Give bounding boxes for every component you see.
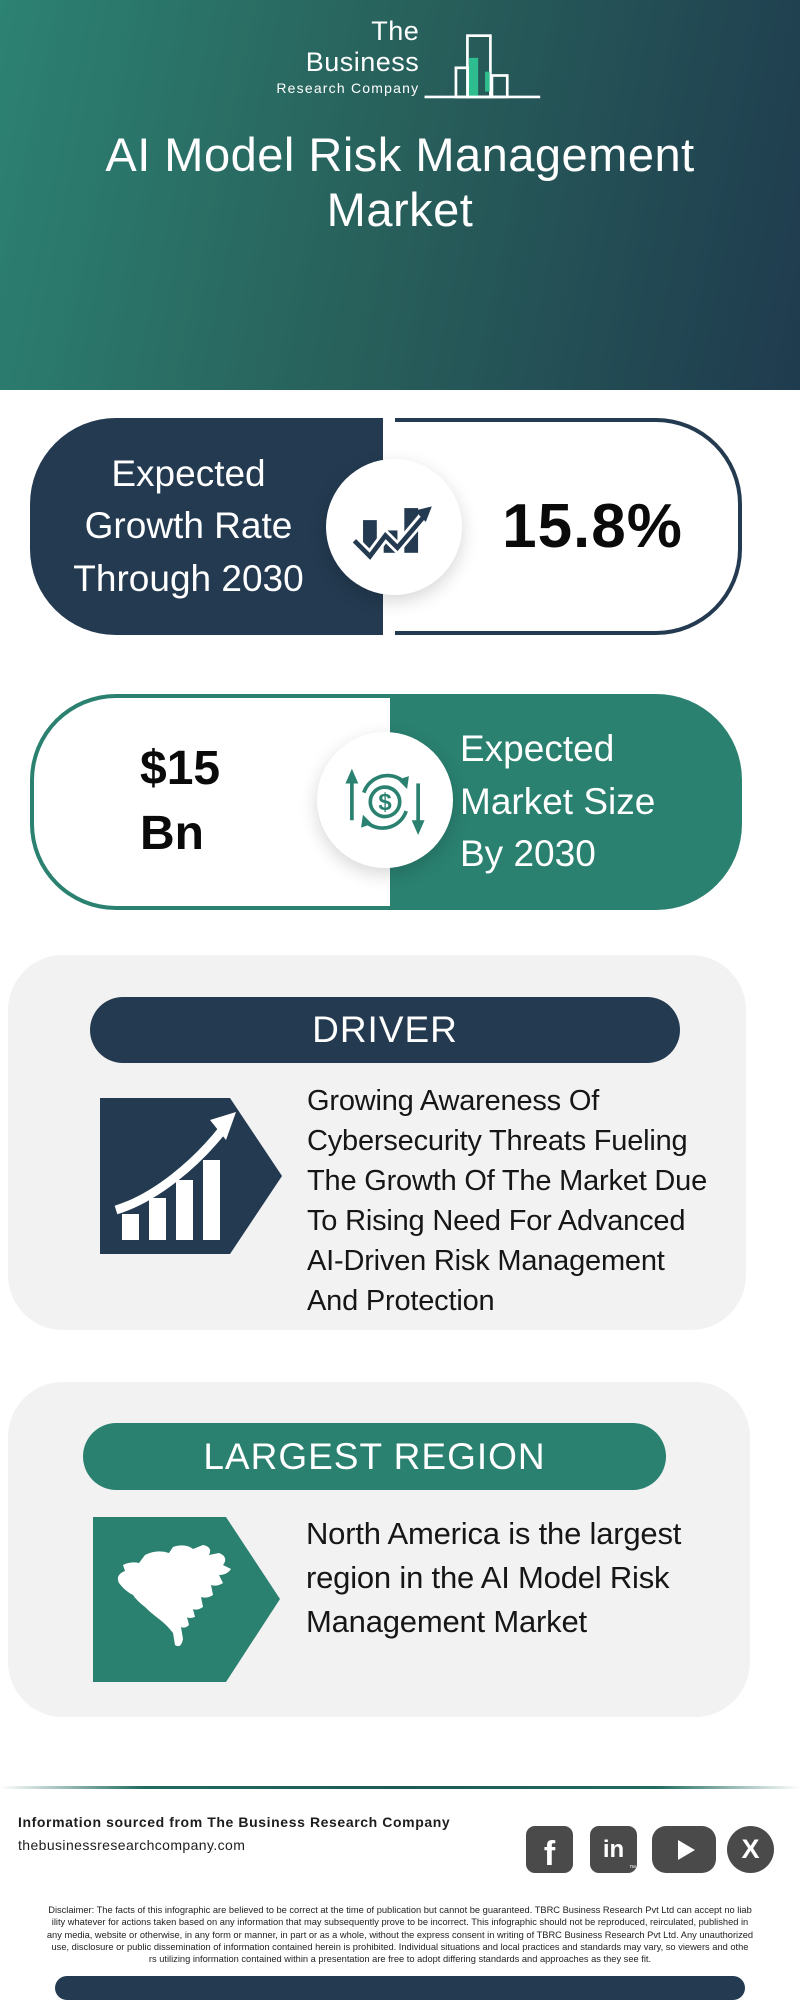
page-title: AI Model Risk Management Market [0, 128, 800, 238]
disclaimer: Disclaimer: The facts of this infographi… [0, 1904, 800, 1965]
x-twitter-icon[interactable]: X [727, 1826, 774, 1873]
largest-region-heading: LARGEST REGION [203, 1435, 546, 1477]
svg-text:$: $ [378, 789, 391, 816]
source-info: Information sourced from The Business Re… [18, 1814, 450, 1853]
brand-name-line2: Research Company [276, 80, 420, 96]
header-banner: The Business Research Company AI Model R… [0, 0, 800, 390]
disclaimer-line: use, disclosure or public dissemination … [51, 1941, 749, 1952]
facebook-glyph: f [543, 1835, 556, 1873]
growth-rate-value-pill: 15.8% [395, 418, 742, 635]
youtube-icon[interactable] [652, 1826, 716, 1873]
bottom-accent-bar [55, 1976, 745, 2000]
growth-chart-icon [326, 459, 462, 595]
logo-bar-chart-icon [424, 34, 541, 99]
page-title-line2: Market [326, 182, 474, 236]
page-title-line1: AI Model Risk Management [105, 128, 695, 181]
disclaimer-line: Disclaimer: The facts of this infographi… [48, 1905, 752, 1915]
largest-region-text-line: Management Market [306, 1604, 587, 1639]
growth-rate-label-line: Growth Rate [84, 505, 293, 547]
driver-heading-pill: DRIVER [90, 997, 680, 1063]
driver-text-line: The Growth Of The Market Due [307, 1165, 708, 1197]
largest-region-text-line: North America is the largest [306, 1516, 682, 1551]
market-size-label-line: Market Size [460, 780, 656, 822]
source-text: Information sourced from The Business Re… [18, 1814, 451, 1830]
driver-text-line: To Rising Need For Advanced [307, 1205, 686, 1237]
facebook-icon[interactable]: f [526, 1826, 573, 1873]
x-glyph: X [741, 1834, 760, 1864]
footer-divider [0, 1786, 800, 1789]
driver-text-line: And Protection [307, 1285, 495, 1317]
largest-region-text-line: region in the AI Model Risk [306, 1560, 670, 1595]
driver-text: Growing Awareness Of Cybersecurity Threa… [307, 1081, 707, 1321]
youtube-play-glyph [677, 1839, 695, 1860]
driver-text-line: AI-Driven Risk Management [307, 1245, 665, 1277]
disclaimer-line: ility whatever for actions taken based o… [51, 1917, 749, 1928]
linkedin-icon[interactable]: in ™ [590, 1826, 637, 1873]
growth-bars-arrow-icon [100, 1098, 282, 1259]
north-america-map-icon [93, 1517, 280, 1687]
source-website-link[interactable]: thebusinessresearchcompany.com [18, 1837, 246, 1853]
disclaimer-line: rs utilizing information contained withi… [148, 1954, 652, 1965]
market-size-value-pill [30, 694, 390, 910]
brand-logo: The Business Research Company [262, 16, 542, 110]
growth-rate-value: 15.8% [502, 492, 683, 561]
brand-logo-text: The Business Research Company [262, 16, 419, 110]
linkedin-glyph: in [602, 1835, 625, 1863]
growth-rate-label-line: Through 2030 [73, 557, 304, 599]
brand-name-line1: The Business [305, 16, 420, 77]
market-size-value-line: Bn [140, 807, 204, 860]
largest-region-text: North America is the largest region in t… [306, 1512, 681, 1644]
growth-rate-label-line: Expected [111, 452, 266, 494]
market-size-label-line: Expected [460, 728, 615, 770]
growth-rate-label-pill: Expected Growth Rate Through 2030 [30, 418, 383, 635]
driver-text-line: Growing Awareness Of [307, 1085, 600, 1117]
disclaimer-line: any media, website or otherwise, in any … [46, 1929, 754, 1940]
linkedin-trademark: ™ [629, 1865, 636, 1872]
market-size-label-line: By 2030 [460, 833, 596, 875]
market-size-value-line: $15 [140, 742, 221, 796]
driver-text-line: Cybersecurity Threats Fueling [307, 1125, 688, 1157]
driver-heading: DRIVER [312, 1009, 458, 1050]
dollar-exchange-icon: $ [317, 732, 453, 868]
largest-region-heading-pill: LARGEST REGION [83, 1423, 666, 1490]
market-size-value: $15 Bn [140, 694, 220, 910]
